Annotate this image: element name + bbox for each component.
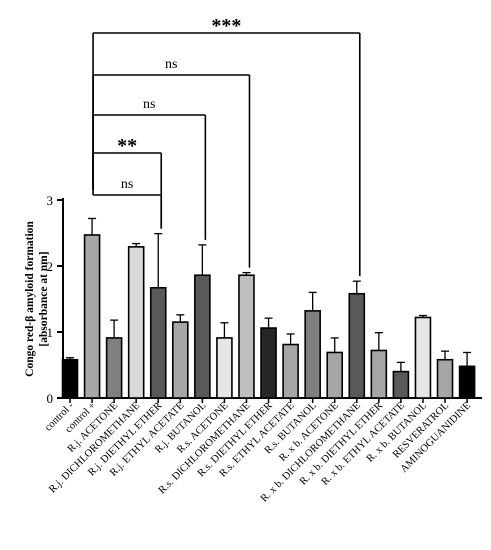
bar — [216, 337, 233, 399]
significance-label: ns — [165, 57, 177, 72]
y-tick-label: 0 — [47, 391, 54, 406]
bar — [127, 246, 145, 399]
y-tick-label: 3 — [47, 193, 54, 208]
bar — [61, 358, 79, 399]
bar — [458, 365, 476, 399]
y-axis-label-line1: Congo red-β amyloid formation — [24, 221, 36, 377]
bar — [414, 316, 432, 399]
bar — [105, 337, 123, 399]
bar — [326, 351, 344, 399]
y-tick-label: 2 — [47, 259, 54, 274]
significance-label: ns — [121, 177, 133, 192]
y-tick-label: 1 — [47, 325, 54, 340]
bar — [194, 274, 211, 399]
y-axis-label-line2: [absorbance at nm] — [38, 251, 50, 346]
significance-label: ns — [143, 97, 155, 112]
bar — [348, 292, 366, 399]
bar — [149, 286, 167, 399]
bar — [392, 370, 410, 399]
bar — [370, 349, 388, 399]
bar — [238, 274, 255, 399]
significance-label: ** — [117, 135, 137, 157]
significance-label: *** — [211, 15, 241, 37]
bar — [282, 343, 299, 399]
bar — [436, 358, 454, 399]
bar — [304, 310, 321, 399]
bar — [260, 327, 277, 399]
bar — [83, 234, 101, 399]
bar — [172, 321, 189, 399]
